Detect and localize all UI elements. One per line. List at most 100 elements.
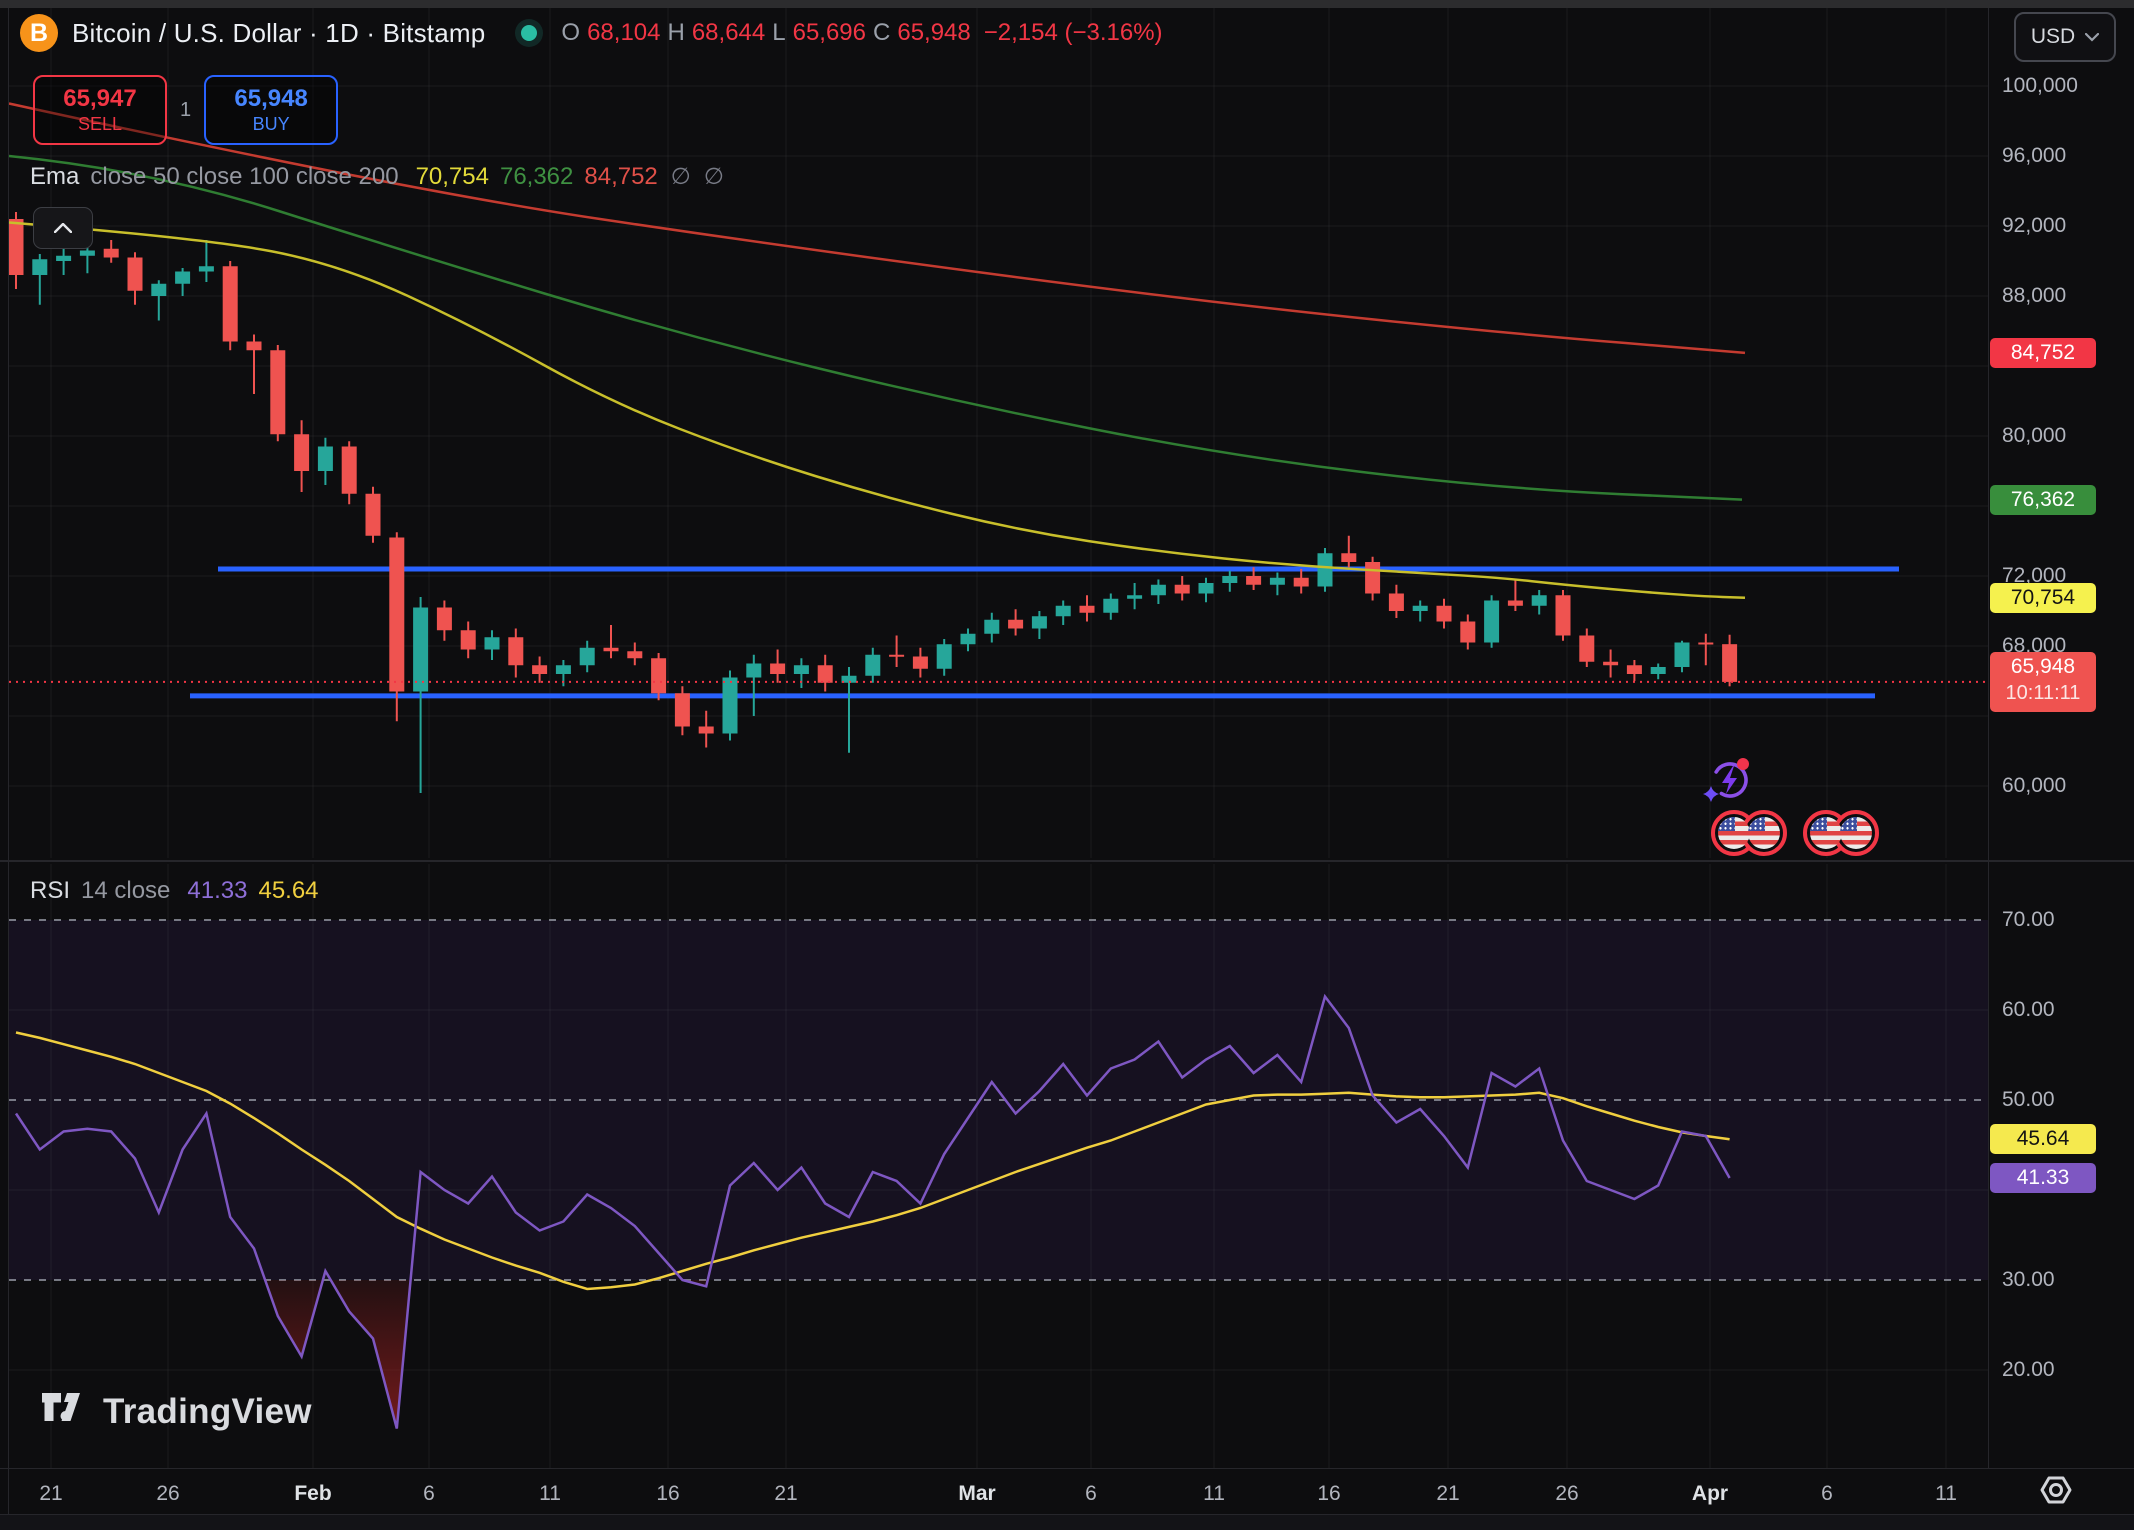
candle-body	[8, 219, 24, 275]
candle-body	[1008, 619, 1024, 629]
ema-params: close 50 close 100 close 200	[90, 163, 399, 190]
symbol-title[interactable]: Bitcoin / U.S. Dollar · 1D · Bitstamp	[72, 17, 486, 48]
candle-body	[1103, 598, 1119, 613]
time-axis-label: 21	[39, 1482, 63, 1505]
candle-body	[1460, 621, 1476, 643]
buy-price: 65,948	[234, 85, 308, 112]
time-axis-label: Mar	[958, 1482, 996, 1505]
candle-body	[1388, 593, 1404, 611]
rsi-axis-label: 30.00	[2002, 1268, 2055, 1291]
candle-body	[32, 259, 48, 275]
collapse-pane-button[interactable]	[33, 207, 93, 249]
chevron-down-icon	[2085, 32, 2100, 42]
ema-legend[interactable]: Ema close 50 close 100 close 200 70,754 …	[30, 163, 724, 191]
candle-body	[579, 647, 595, 666]
candle-body	[1674, 642, 1690, 667]
rsi-oversold-fill	[265, 1280, 708, 1429]
candle-body	[555, 665, 571, 674]
candle-body	[151, 283, 167, 296]
close-value: 65,948	[897, 19, 971, 46]
ema200-line	[8, 102, 1746, 355]
candle-body	[294, 434, 310, 471]
us-flag-icon[interactable]	[1741, 810, 1787, 856]
candle-body	[889, 654, 905, 657]
candle-body	[1150, 584, 1166, 596]
candle-body	[1127, 595, 1143, 599]
low-label: L	[772, 19, 786, 46]
candle-body	[389, 537, 405, 692]
ohlc-readout: O 68,104 H 68,644 L 65,696 C 65,948 −2,1…	[561, 19, 1162, 47]
candle-body	[984, 619, 1000, 634]
candle-body	[1579, 635, 1595, 662]
candle-body	[56, 255, 72, 261]
indicator-value-badge: 70,754	[1990, 582, 2096, 613]
high-label: H	[667, 19, 685, 46]
rsi-legend[interactable]: RSI 14 close 41.33 45.64	[30, 877, 319, 905]
candle-body	[1246, 576, 1262, 585]
time-axis-label: 26	[156, 1482, 180, 1505]
candle-body	[1531, 595, 1547, 606]
bottom-strip	[0, 1514, 2134, 1530]
ema50-value: 70,754	[415, 163, 489, 190]
open-label: O	[561, 19, 581, 46]
candle-body	[222, 266, 238, 342]
rsi-value: 41.33	[187, 877, 248, 904]
bitcoin-icon: B	[20, 14, 58, 52]
time-axis-label: 21	[774, 1482, 798, 1505]
time-axis-label: 11	[1935, 1482, 1957, 1505]
sparkle-bolt-icon[interactable]	[1702, 752, 1756, 811]
hide-series-icon[interactable]: ∅	[703, 164, 724, 190]
candle-body	[1293, 577, 1309, 587]
low-value: 65,696	[792, 19, 866, 46]
time-axis-label: 11	[1203, 1482, 1225, 1505]
candle-body	[1198, 583, 1214, 594]
candle-body	[484, 637, 500, 650]
candle-body	[127, 257, 143, 291]
price-axis-label: 68,000	[2002, 634, 2067, 657]
spread-value: 1	[180, 98, 192, 121]
sell-button[interactable]: 65,947 SELL	[33, 75, 167, 145]
rsi-band	[9, 920, 1988, 1280]
window-top-strip	[0, 0, 2134, 8]
ema100-line	[8, 154, 1743, 501]
candle-body	[651, 658, 667, 694]
time-axis-label: 11	[539, 1482, 561, 1505]
buy-button[interactable]: 65,948 BUY	[204, 75, 339, 145]
hide-series-icon[interactable]: ∅	[670, 164, 691, 190]
gear-icon[interactable]	[2036, 1470, 2076, 1515]
candle-body	[79, 250, 95, 256]
us-flag-icon[interactable]	[1833, 810, 1879, 856]
time-axis-label: 16	[656, 1482, 680, 1505]
candle-body	[1174, 584, 1190, 594]
time-axis-label: 21	[1436, 1482, 1460, 1505]
market-status-dot	[521, 25, 538, 41]
candle-body	[912, 656, 928, 669]
candle-body	[198, 266, 214, 272]
candle-body	[317, 446, 333, 471]
candle-body	[1722, 644, 1738, 682]
candle-body	[532, 665, 548, 674]
candle-body	[603, 647, 619, 652]
candle-body	[746, 663, 762, 678]
indicator-value-badge: 84,752	[1990, 337, 2096, 368]
candle-body	[1603, 661, 1619, 666]
candle-body	[1269, 577, 1285, 585]
candle-body	[1698, 642, 1714, 645]
price-axis-label: 96,000	[2002, 144, 2067, 167]
candle-body	[341, 446, 357, 494]
buy-label: BUY	[252, 114, 290, 134]
currency-selector[interactable]: USD	[2014, 12, 2116, 62]
time-axis-label: 6	[1821, 1482, 1833, 1505]
currency-value: USD	[2030, 25, 2076, 48]
rsi-ma-line	[15, 1031, 1730, 1291]
rsi-ma-value: 45.64	[258, 877, 319, 904]
candle-body	[722, 677, 738, 734]
time-axis-label: Apr	[1691, 1482, 1729, 1505]
candle-body	[1365, 562, 1381, 594]
price-axis-label: 60,000	[2002, 774, 2067, 797]
rsi-value-badge: 41.33	[1990, 1163, 2096, 1194]
time-axis-label: 6	[423, 1482, 435, 1505]
candle-body	[1079, 605, 1095, 613]
